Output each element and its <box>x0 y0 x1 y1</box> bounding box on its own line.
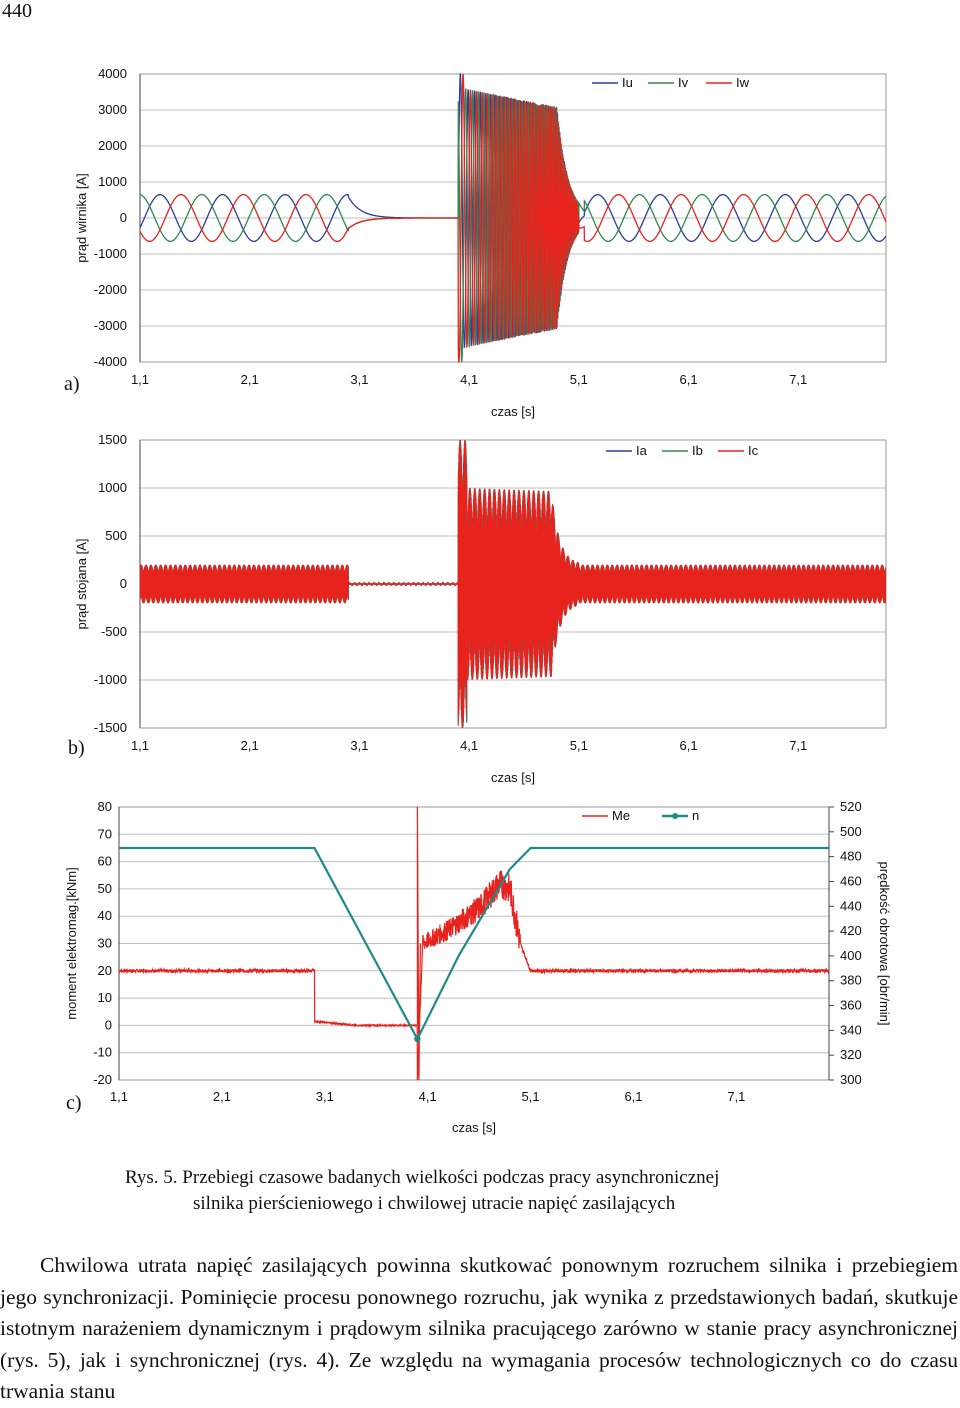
chart-a-x-axis-title: czas [s] <box>491 404 535 419</box>
chart-c-y-tick-label: 50 <box>98 881 112 896</box>
chart-a-legend-label-iu: Iu <box>622 75 633 90</box>
chart-a-legend-label-iw: Iw <box>736 75 750 90</box>
chart-a-x-tick-label: 5,1 <box>570 372 588 387</box>
chart-c-legend-label-n: n <box>692 808 699 823</box>
chart-c-x-axis-title: czas [s] <box>452 1120 496 1135</box>
chart-b-y-axis-title: prąd stojana [A] <box>74 538 89 629</box>
chart-b-x-tick-label: 1,1 <box>131 738 149 753</box>
chart-a-y-axis-title: prąd wirnika [A] <box>74 173 89 263</box>
body-text: Chwilowa utrata napięć zasilających powi… <box>0 1250 958 1408</box>
chart-b-y-tick-label: 1500 <box>98 432 127 447</box>
chart-c-x-tick-label: 2,1 <box>213 1089 231 1104</box>
figure-5: 40003000200010000-1000-2000-3000-40001,1… <box>64 66 892 1135</box>
chart-b-panel-label: b) <box>68 737 85 759</box>
chart-b-y-tick-label: 500 <box>105 528 127 543</box>
chart-c-x-tick-label: 4,1 <box>419 1089 437 1104</box>
chart-b-x-tick-label: 4,1 <box>460 738 478 753</box>
chart-a-y-tick-label: -3000 <box>94 318 127 333</box>
chart-a-series-iv <box>140 88 886 363</box>
chart-c-series-n <box>119 846 829 1042</box>
chart-a-y-tick-label: -1000 <box>94 246 127 261</box>
chart-c-y-tick-label: 60 <box>98 854 112 869</box>
caption-line-1: Rys. 5. Przebiegi czasowe badanych wielk… <box>125 1167 720 1188</box>
chart-a-x-tick-label: 1,1 <box>131 372 149 387</box>
chart-b-y-tick-label: -1000 <box>94 672 127 687</box>
chart-c-y2-tick-label: 400 <box>840 948 862 963</box>
chart-b-plot <box>139 439 887 729</box>
chart-c-n-min-marker <box>414 1035 421 1043</box>
chart-b-y-tick-label: -500 <box>101 624 127 639</box>
chart-c-y-tick-label: 0 <box>105 1017 112 1032</box>
chart-c-y-tick-label: 20 <box>98 963 112 978</box>
chart-c-y-tick-label: -10 <box>93 1045 112 1060</box>
chart-b-legend-label-ia: Ia <box>636 443 648 458</box>
chart-b-legend-label-ib: Ib <box>692 443 703 458</box>
chart-b-y-tick-label: 0 <box>120 576 127 591</box>
chart-a-y-tick-label: 0 <box>120 210 127 225</box>
chart-c-y2-tick-label: 420 <box>840 923 862 938</box>
figure-caption: Rys. 5. Przebiegi czasowe badanych wielk… <box>125 1165 885 1217</box>
page-number: 440 <box>2 0 32 22</box>
chart-b-x-tick-label: 3,1 <box>350 738 368 753</box>
chart-c-y2-tick-label: 480 <box>840 849 862 864</box>
chart-c-legend-label-me: Me <box>612 808 630 823</box>
chart-c-y2-tick-label: 300 <box>840 1072 862 1087</box>
chart-c-y-tick-label: 40 <box>98 908 112 923</box>
chart-a-y-tick-label: 2000 <box>98 138 127 153</box>
chart-c-x-tick-label: 5,1 <box>522 1089 540 1104</box>
chart-a-x-tick-label: 2,1 <box>241 372 259 387</box>
chart-c-y2-tick-label: 500 <box>840 824 862 839</box>
chart-b-y-tick-label: -1500 <box>94 720 127 735</box>
chart-c-y2-tick-label: 380 <box>840 973 862 988</box>
chart-b-x-tick-label: 5,1 <box>570 738 588 753</box>
chart-c-y2-axis-title: prędkość obrotowa [obr/min] <box>877 861 892 1025</box>
chart-a-x-tick-label: 4,1 <box>460 372 478 387</box>
chart-c-y-tick-label: 70 <box>98 826 112 841</box>
chart-a-y-tick-label: -2000 <box>94 282 127 297</box>
chart-b-x-tick-label: 6,1 <box>679 738 697 753</box>
chart-c-x-tick-label: 6,1 <box>624 1089 642 1104</box>
chart-b-y-tick-label: 1000 <box>98 480 127 495</box>
chart-b-series-ic <box>140 440 886 729</box>
chart-a-plot <box>139 73 887 363</box>
chart-c-series-me <box>119 806 829 1081</box>
chart-a-x-tick-label: 3,1 <box>350 372 368 387</box>
chart-c-y-axis-title: moment elektromag.[kNm] <box>64 867 79 1019</box>
chart-b-x-tick-label: 2,1 <box>241 738 259 753</box>
chart-a-y-tick-label: 3000 <box>98 102 127 117</box>
chart-b-x-tick-label: 7,1 <box>789 738 807 753</box>
chart-c-legend-marker-n <box>672 813 678 819</box>
chart-c-x-tick-label: 7,1 <box>727 1089 745 1104</box>
chart-a-series-iw <box>140 73 886 363</box>
chart-a-y-tick-label: -4000 <box>94 354 127 369</box>
body-paragraph: Chwilowa utrata napięć zasilających powi… <box>0 1253 958 1403</box>
chart-c-x-tick-label: 1,1 <box>110 1089 128 1104</box>
chart-a-panel-label: a) <box>64 373 80 395</box>
chart-c-y-tick-label: 30 <box>98 936 112 951</box>
chart-c-y2-tick-label: 440 <box>840 898 862 913</box>
chart-a-y-tick-label: 4000 <box>98 66 127 81</box>
chart-c-y2-tick-label: 460 <box>840 873 862 888</box>
chart-a-x-tick-label: 7,1 <box>789 372 807 387</box>
chart-c-y2-tick-label: 320 <box>840 1047 862 1062</box>
chart-c-y-tick-label: -20 <box>93 1072 112 1087</box>
chart-c-plot <box>118 806 834 1081</box>
chart-c-y2-tick-label: 340 <box>840 1022 862 1037</box>
chart-c-y-tick-label: 80 <box>98 799 112 814</box>
caption-line-2: silnika pierścieniowego i chwilowej utra… <box>193 1193 676 1214</box>
chart-c-panel-label: c) <box>66 1092 82 1114</box>
chart-b-legend-label-ic: Ic <box>748 443 759 458</box>
chart-a-x-tick-label: 6,1 <box>679 372 697 387</box>
chart-c-y2-tick-label: 520 <box>840 799 862 814</box>
chart-c-y-tick-label: 10 <box>98 990 112 1005</box>
chart-c-y2-tick-label: 360 <box>840 998 862 1013</box>
chart-a-y-tick-label: 1000 <box>98 174 127 189</box>
chart-a-legend-label-iv: Iv <box>678 75 689 90</box>
chart-b-x-axis-title: czas [s] <box>491 770 535 785</box>
chart-c-x-tick-label: 3,1 <box>316 1089 334 1104</box>
